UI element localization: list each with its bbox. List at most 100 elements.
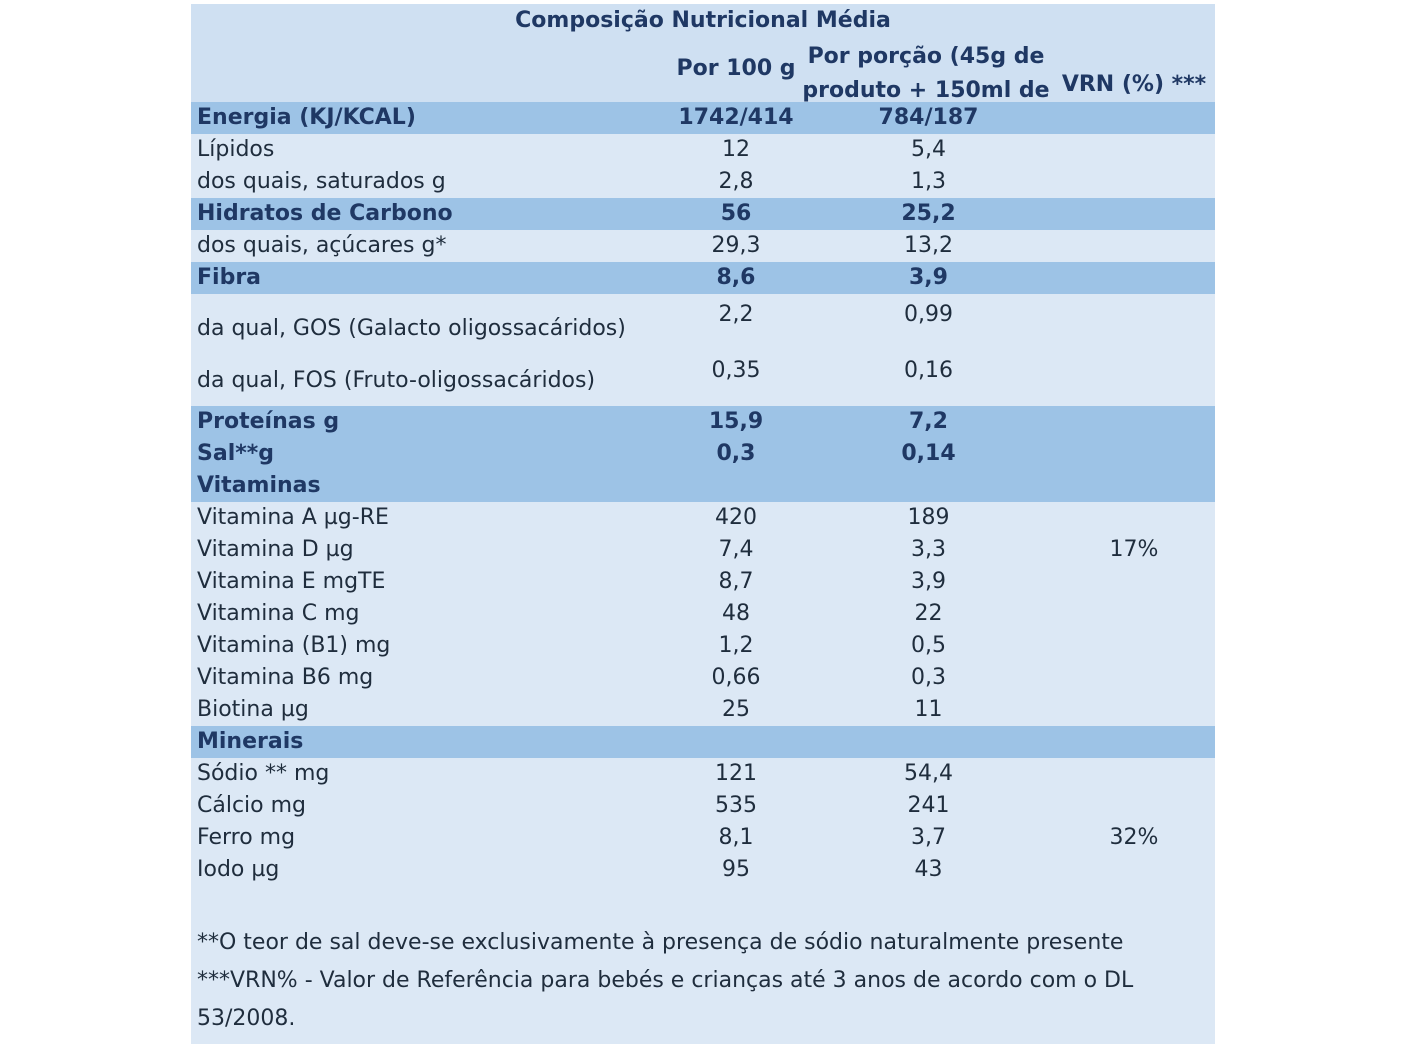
row-label: Ferro mg xyxy=(197,825,296,850)
column-header-per-portion: Por porção (45g de produto + 150ml de xyxy=(802,44,1050,103)
value-per-100g: 56 xyxy=(720,201,752,226)
value-per-100g: 25 xyxy=(722,697,750,722)
value-per-portion: 1,3 xyxy=(911,169,946,194)
value-per-portion: 7,2 xyxy=(909,409,948,434)
value-per-100g: 15,9 xyxy=(708,409,764,434)
value-per-portion: 5,4 xyxy=(911,137,946,162)
row-label: Sal**g xyxy=(197,441,274,466)
value-per-portion: 3,7 xyxy=(911,825,946,850)
table-row-saturados: dos quais, saturados g 2,8 1,3 xyxy=(191,166,1215,198)
value-per-100g: 2,8 xyxy=(718,169,754,194)
value-per-100g: 12 xyxy=(722,137,750,162)
value-per-portion: 54,4 xyxy=(904,761,953,786)
value-per-100g: 535 xyxy=(715,793,757,818)
table-row-gos: da qual, GOS (Galacto oligossacáridos) 2… xyxy=(191,294,1215,350)
value-per-100g: 7,4 xyxy=(718,537,754,562)
value-per-portion: 11 xyxy=(914,697,943,722)
value-per-100g: 1,2 xyxy=(718,633,754,658)
table-row-hidratos: Hidratos de Carbono 56 25,2 xyxy=(191,198,1215,230)
value-per-portion: 25,2 xyxy=(901,201,956,226)
table-row-acucares: dos quais, açúcares g* 29,3 13,2 xyxy=(191,230,1215,262)
row-label: Iodo µg xyxy=(197,857,280,882)
value-per-100g: 0,66 xyxy=(711,665,761,690)
section-heading: Minerais xyxy=(197,729,304,754)
table-row-vitamina-c: Vitamina C mg 48 22 xyxy=(191,598,1215,630)
footnotes: **O teor de sal deve-se exclusivamente à… xyxy=(197,924,1207,1038)
value-per-portion: 189 xyxy=(907,505,950,530)
value-per-portion: 0,16 xyxy=(904,358,953,383)
value-per-100g: 8,7 xyxy=(718,569,754,594)
row-label: Sódio ** mg xyxy=(197,761,330,786)
value-per-portion: 0,99 xyxy=(904,302,953,327)
table-row-fibra: Fibra 8,6 3,9 xyxy=(191,262,1215,294)
value-per-100g: 420 xyxy=(715,505,757,530)
value-per-portion: 3,9 xyxy=(909,265,948,290)
column-header-vrn: VRN (%) *** xyxy=(1061,72,1207,97)
table-row-vitamina-d: Vitamina D µg 7,4 3,3 17% xyxy=(191,534,1215,566)
value-per-100g: 8,6 xyxy=(716,265,756,290)
value-per-portion: 22 xyxy=(914,601,943,626)
row-label: Vitamina A µg-RE xyxy=(197,505,389,530)
value-vrn: 17% xyxy=(1109,537,1159,562)
footnote-vrn: ***VRN% - Valor de Referência para bebés… xyxy=(197,968,1134,1031)
table-row-vitamina-a: Vitamina A µg-RE 420 189 xyxy=(191,502,1215,534)
table-row-ferro: Ferro mg 8,1 3,7 32% xyxy=(191,822,1215,854)
table-row-sal: Sal**g 0,3 0,14 xyxy=(191,438,1215,470)
value-per-portion: 3,3 xyxy=(911,537,946,562)
nutrition-table-sheet: Composição Nutricional Média Por 100 g P… xyxy=(191,4,1215,1044)
value-per-100g: 0,3 xyxy=(716,441,756,466)
value-per-100g: 8,1 xyxy=(718,825,754,850)
table-row-vitaminas-heading: Vitaminas xyxy=(191,470,1215,502)
table-title: Composição Nutricional Média xyxy=(515,8,891,33)
value-per-100g: 48 xyxy=(722,601,750,626)
table-row-vitamina-b1: Vitamina (B1) mg 1,2 0,5 xyxy=(191,630,1215,662)
table-row-vitamina-e: Vitamina E mgTE 8,7 3,9 xyxy=(191,566,1215,598)
table-row-energia: Energia (KJ/KCAL) 1742/414 784/187 xyxy=(191,102,1215,134)
row-label: Vitamina C mg xyxy=(197,601,360,626)
row-label: Biotina µg xyxy=(197,697,309,722)
row-label: Vitamina D µg xyxy=(197,537,354,562)
value-per-portion: 241 xyxy=(907,793,950,818)
row-label: Proteínas g xyxy=(197,409,340,434)
row-label: Fibra xyxy=(197,265,262,290)
table-row-fos: da qual, FOS (Fruto-oligossacáridos) 0,3… xyxy=(191,350,1215,406)
table-row-minerais-heading: Minerais xyxy=(191,726,1215,758)
table-row-proteinas: Proteínas g 15,9 7,2 xyxy=(191,406,1215,438)
value-per-100g: 1742/414 xyxy=(678,105,794,130)
section-heading: Vitaminas xyxy=(197,473,321,498)
row-label: Energia (KJ/KCAL) xyxy=(197,105,416,130)
row-label: dos quais, açúcares g* xyxy=(197,233,447,258)
table-row-vitamina-b6: Vitamina B6 mg 0,66 0,3 xyxy=(191,662,1215,694)
table-row-calcio: Cálcio mg 535 241 xyxy=(191,790,1215,822)
column-header-per-100g: Por 100 g xyxy=(676,56,796,81)
table-row-sodio: Sódio ** mg 121 54,4 xyxy=(191,758,1215,790)
table-row-lipidos: Lípidos 12 5,4 xyxy=(191,134,1215,166)
value-vrn: 32% xyxy=(1109,825,1159,850)
value-per-portion: 3,9 xyxy=(911,569,946,594)
row-label: Lípidos xyxy=(197,137,275,162)
value-per-portion: 43 xyxy=(914,857,943,882)
value-per-portion: 13,2 xyxy=(904,233,953,258)
row-label: da qual, FOS (Fruto-oligossacáridos) xyxy=(197,368,596,393)
row-label: Vitamina E mgTE xyxy=(197,569,386,594)
row-label: dos quais, saturados g xyxy=(197,169,446,194)
nutrition-table-body: Energia (KJ/KCAL) 1742/414 784/187 Lípid… xyxy=(191,102,1215,886)
table-row-iodo: Iodo µg 95 43 xyxy=(191,854,1215,886)
value-per-100g: 0,35 xyxy=(711,358,761,383)
value-per-portion: 0,5 xyxy=(911,633,946,658)
row-label: da qual, GOS (Galacto oligossacáridos) xyxy=(197,316,626,341)
value-per-100g: 95 xyxy=(722,857,750,882)
value-per-100g: 29,3 xyxy=(711,233,761,258)
value-per-portion: 784/187 xyxy=(878,105,979,130)
value-per-100g: 121 xyxy=(715,761,757,786)
table-header: Composição Nutricional Média Por 100 g P… xyxy=(191,4,1215,103)
value-per-portion: 0,3 xyxy=(911,665,946,690)
value-per-portion: 0,14 xyxy=(901,441,956,466)
row-label: Hidratos de Carbono xyxy=(197,201,453,226)
row-label: Vitamina (B1) mg xyxy=(197,633,391,658)
row-label: Vitamina B6 mg xyxy=(197,665,374,690)
footnote-salt: **O teor de sal deve-se exclusivamente à… xyxy=(197,930,1124,955)
value-per-100g: 2,2 xyxy=(718,302,754,327)
row-label: Cálcio mg xyxy=(197,793,307,818)
table-row-biotina: Biotina µg 25 11 xyxy=(191,694,1215,726)
